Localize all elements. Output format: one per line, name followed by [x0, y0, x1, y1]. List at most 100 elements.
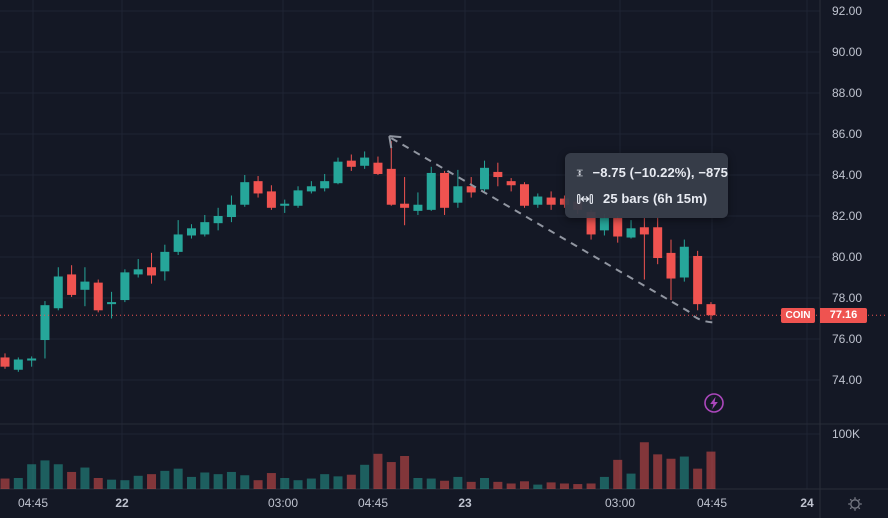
candle-body	[599, 218, 609, 231]
volume-bar	[0, 478, 10, 489]
volume-bar	[240, 475, 250, 489]
flash-action-button[interactable]	[703, 392, 725, 414]
time-axis-settings-button[interactable]	[844, 494, 866, 514]
volume-bar	[147, 474, 157, 489]
volume-bar	[613, 459, 623, 489]
volume-bar	[173, 468, 183, 489]
candle-body	[53, 276, 63, 309]
price-tick-label: 74.00	[832, 373, 862, 387]
volume-bar	[480, 478, 490, 489]
candle-body	[346, 160, 356, 167]
volume-bar	[586, 483, 596, 489]
time-tick-label: 23	[458, 496, 472, 510]
volume-bar	[53, 464, 63, 489]
candle-body	[293, 190, 303, 206]
time-tick-label: 04:45	[18, 496, 48, 510]
price-tick-label: 78.00	[832, 291, 862, 305]
volume-bar	[80, 467, 90, 489]
volume-bar	[493, 481, 503, 489]
volume-bar	[107, 479, 117, 489]
volume-bar	[226, 471, 236, 489]
volume-bar	[599, 476, 609, 489]
measure-vertical-icon	[576, 169, 583, 176]
lightning-bolt-icon	[704, 393, 724, 413]
candle-body	[333, 161, 343, 184]
candle-body	[280, 203, 290, 206]
volume-bar	[360, 464, 370, 489]
candle-body	[653, 227, 663, 259]
time-tick-label: 03:00	[268, 496, 298, 510]
candle-body	[613, 218, 623, 237]
volume-bar	[706, 451, 716, 489]
candle-body	[480, 167, 490, 190]
candle-body	[506, 181, 516, 186]
volume-bar	[93, 478, 103, 489]
volume-bar	[346, 474, 356, 489]
volume-bar	[466, 481, 476, 489]
time-tick-label: 04:45	[358, 496, 388, 510]
candle-body	[120, 272, 130, 301]
candle-body	[27, 358, 37, 361]
volume-bar	[653, 454, 663, 489]
volume-bar	[559, 483, 569, 489]
symbol-label: COIN	[781, 308, 815, 323]
measure-trend-line[interactable]	[390, 137, 713, 324]
time-tick-label: 04:45	[697, 496, 727, 510]
candle-body	[0, 357, 10, 367]
candle-body	[40, 305, 50, 341]
price-tick-label: 86.00	[832, 127, 862, 141]
time-tick-label: 24	[800, 496, 814, 510]
price-tick-label: 84.00	[832, 168, 862, 182]
volume-bar	[453, 476, 463, 489]
volume-bar	[120, 480, 130, 489]
candle-body	[400, 203, 410, 208]
candle-body	[413, 204, 423, 211]
volume-bar	[693, 468, 703, 489]
volume-bar	[67, 471, 77, 489]
candle-body	[186, 228, 196, 236]
measure-change-text: −8.75 (−10.22%), −875	[592, 165, 728, 180]
candle-body	[107, 302, 117, 305]
volume-bar	[280, 478, 290, 489]
candle-body	[213, 216, 223, 224]
candle-body	[453, 186, 463, 203]
price-tick-label: 90.00	[832, 45, 862, 59]
volume-bar	[320, 474, 330, 489]
price-axis[interactable]	[820, 0, 888, 489]
candle-body	[519, 184, 529, 206]
volume-bar	[626, 473, 636, 489]
measure-tooltip-bars-row: 25 bars (6h 15m)	[576, 190, 728, 208]
last-price-label: 77.16	[820, 308, 867, 323]
volume-bar	[413, 478, 423, 489]
volume-bar	[253, 480, 263, 489]
candle-body	[639, 227, 649, 235]
volume-bar	[266, 473, 276, 489]
candle-body	[200, 222, 210, 235]
volume-bar	[133, 475, 143, 489]
candle-body	[80, 281, 90, 290]
measure-bars-text: 25 bars (6h 15m)	[603, 191, 708, 206]
volume-bar	[440, 480, 450, 489]
measure-tooltip-price-row: −8.75 (−10.22%), −875	[576, 164, 728, 182]
candle-body	[253, 181, 263, 194]
time-tick-label: 03:00	[605, 496, 635, 510]
volume-bar	[546, 482, 556, 489]
time-axis[interactable]	[0, 489, 820, 518]
price-tick-label: 88.00	[832, 86, 862, 100]
candle-body	[666, 252, 676, 279]
measure-horizontal-icon	[577, 193, 593, 204]
candle-body	[493, 171, 503, 178]
candle-body	[426, 172, 436, 210]
candle-body	[693, 255, 703, 305]
volume-bar	[573, 484, 583, 489]
candle-body	[266, 191, 276, 208]
volume-bar	[666, 458, 676, 489]
volume-bar	[519, 481, 529, 489]
time-tick-label: 22	[115, 496, 129, 510]
candle-body	[386, 168, 396, 205]
candle-body	[586, 211, 596, 235]
volume-bar	[40, 460, 50, 489]
candle-body	[440, 172, 450, 208]
